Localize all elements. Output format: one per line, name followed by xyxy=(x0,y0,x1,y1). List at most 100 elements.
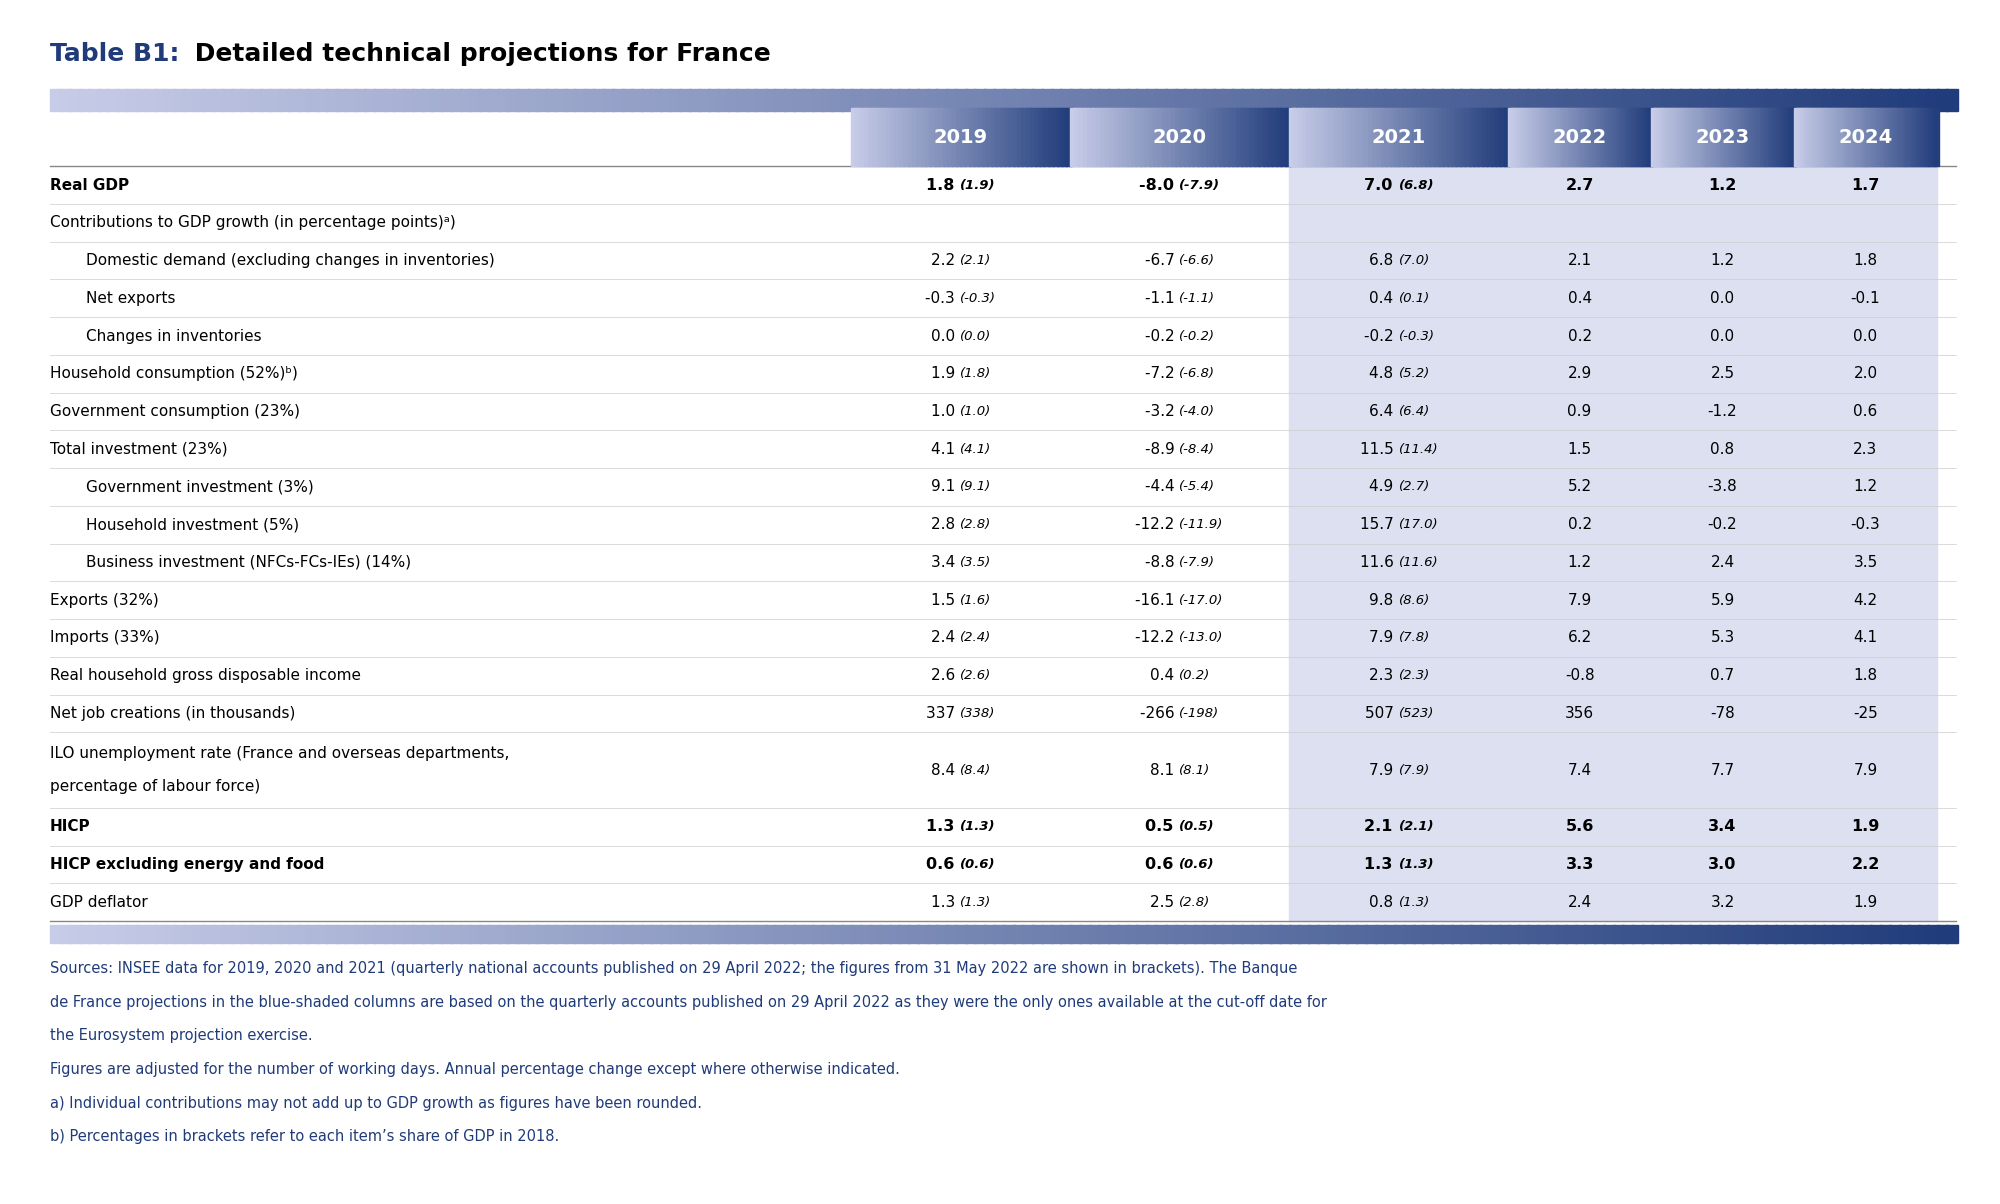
Bar xyxy=(1604,89,1614,111)
Bar xyxy=(956,108,962,166)
Bar xyxy=(1740,108,1744,166)
Bar xyxy=(1082,108,1090,166)
Bar xyxy=(1742,108,1748,166)
Text: 3.4: 3.4 xyxy=(1708,819,1736,834)
Bar xyxy=(1870,925,1882,943)
Text: b) Percentages in brackets refer to each item’s share of GDP in 2018.: b) Percentages in brackets refer to each… xyxy=(50,1129,560,1144)
Bar xyxy=(1442,89,1452,111)
Text: 4.1: 4.1 xyxy=(1854,631,1878,645)
Text: Real household gross disposable income: Real household gross disposable income xyxy=(50,668,360,683)
Bar xyxy=(526,925,538,943)
Bar xyxy=(1050,925,1062,943)
Bar xyxy=(640,89,652,111)
Bar xyxy=(298,89,310,111)
Text: 2.2: 2.2 xyxy=(1852,857,1880,872)
Bar xyxy=(270,89,280,111)
Bar xyxy=(1514,108,1518,166)
Bar xyxy=(764,89,776,111)
Bar xyxy=(1306,108,1312,166)
Bar xyxy=(1536,108,1542,166)
Text: 1.8: 1.8 xyxy=(1854,253,1878,268)
Bar xyxy=(1374,89,1386,111)
Text: 3.5: 3.5 xyxy=(1854,555,1878,569)
Bar xyxy=(1080,89,1090,111)
Bar xyxy=(1592,108,1596,166)
Bar xyxy=(632,89,642,111)
Bar xyxy=(1654,108,1658,166)
Bar xyxy=(1594,89,1606,111)
Bar xyxy=(222,89,234,111)
Bar xyxy=(1682,108,1688,166)
Text: 2.1: 2.1 xyxy=(1568,253,1592,268)
Bar xyxy=(908,89,920,111)
Bar xyxy=(882,108,888,166)
Bar xyxy=(1656,108,1662,166)
Bar xyxy=(326,925,338,943)
Bar xyxy=(564,89,576,111)
Bar xyxy=(440,925,452,943)
Bar xyxy=(126,89,138,111)
Bar xyxy=(1320,108,1326,166)
Bar xyxy=(1574,108,1578,166)
Bar xyxy=(1660,925,1672,943)
Bar xyxy=(1212,925,1224,943)
Bar xyxy=(1432,89,1444,111)
Text: 0.6: 0.6 xyxy=(926,857,960,872)
Bar xyxy=(1174,108,1182,166)
Bar xyxy=(584,89,596,111)
Bar xyxy=(260,89,272,111)
Bar xyxy=(1766,925,1776,943)
Text: 2.5: 2.5 xyxy=(1710,366,1734,382)
Bar xyxy=(1228,108,1234,166)
Bar xyxy=(1368,108,1374,166)
Bar xyxy=(422,89,434,111)
Text: 6.8: 6.8 xyxy=(1370,253,1398,268)
Bar xyxy=(1774,925,1786,943)
Bar xyxy=(336,925,348,943)
Bar xyxy=(1328,925,1338,943)
Bar xyxy=(336,89,348,111)
Bar xyxy=(1318,89,1330,111)
Bar xyxy=(1522,108,1528,166)
Bar xyxy=(1412,108,1418,166)
Bar xyxy=(1218,108,1226,166)
Bar xyxy=(1386,108,1392,166)
Bar xyxy=(164,925,176,943)
Text: Business investment (NFCs-FCs-IEs) (14%): Business investment (NFCs-FCs-IEs) (14%) xyxy=(86,555,412,569)
Bar xyxy=(1668,108,1674,166)
Text: 507: 507 xyxy=(1364,706,1398,721)
Text: -16.1: -16.1 xyxy=(1136,592,1180,608)
Bar xyxy=(822,925,834,943)
Bar xyxy=(1460,925,1472,943)
Text: 0.0: 0.0 xyxy=(1710,290,1734,306)
Text: 7.0: 7.0 xyxy=(1364,177,1398,193)
Bar xyxy=(1366,925,1376,943)
Text: (1.9): (1.9) xyxy=(960,178,996,191)
Text: (-7.9): (-7.9) xyxy=(1180,556,1216,569)
Text: -1.1: -1.1 xyxy=(1144,290,1180,306)
Bar xyxy=(1180,108,1186,166)
Bar xyxy=(1918,89,1930,111)
Bar xyxy=(1854,108,1858,166)
Bar xyxy=(1928,108,1934,166)
Bar xyxy=(1568,108,1572,166)
Bar xyxy=(1520,108,1524,166)
Bar xyxy=(1490,108,1496,166)
Bar xyxy=(316,89,328,111)
Bar xyxy=(270,925,280,943)
Bar xyxy=(912,108,918,166)
Bar xyxy=(1708,89,1720,111)
Text: 0.2: 0.2 xyxy=(1568,329,1592,343)
Text: 1.3: 1.3 xyxy=(1364,857,1398,872)
Bar xyxy=(1526,108,1530,166)
Bar xyxy=(918,89,928,111)
Bar xyxy=(1612,108,1616,166)
Bar xyxy=(1676,108,1682,166)
Bar xyxy=(1690,925,1700,943)
Bar xyxy=(1760,108,1764,166)
Text: (-11.9): (-11.9) xyxy=(1180,518,1224,531)
Text: 2.7: 2.7 xyxy=(1566,177,1594,193)
Bar xyxy=(1886,108,1890,166)
Text: 0.9: 0.9 xyxy=(1568,405,1592,419)
Text: -0.2: -0.2 xyxy=(1708,518,1738,532)
